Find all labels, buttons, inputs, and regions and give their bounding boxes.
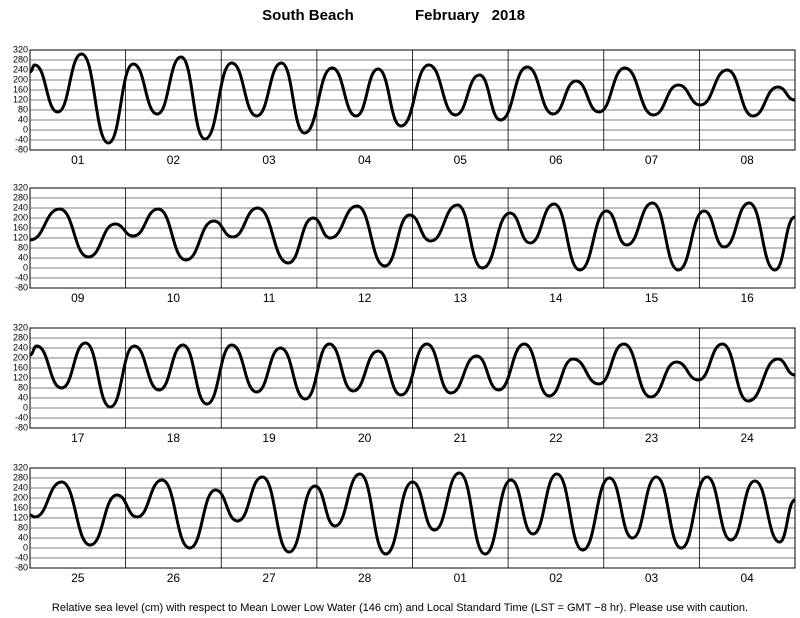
- panel-frame: [29, 327, 796, 429]
- day-label: 09: [71, 291, 85, 305]
- y-tick-label: 160: [13, 222, 28, 232]
- y-tick-label: 80: [18, 104, 28, 114]
- y-tick-label: 0: [23, 542, 28, 552]
- y-tick-label: 160: [13, 362, 28, 372]
- tide-line: [29, 201, 796, 272]
- y-tick-label: 80: [18, 242, 28, 252]
- y-tick-label: 120: [13, 94, 28, 104]
- y-tick-label: -40: [15, 134, 28, 144]
- day-label: 27: [262, 571, 276, 585]
- day-label: 03: [645, 571, 659, 585]
- day-label: 21: [454, 431, 468, 445]
- y-tick-label: -80: [15, 562, 28, 572]
- panel-frame: [29, 467, 796, 569]
- y-tick-label: 280: [13, 192, 28, 202]
- caption: Relative sea level (cm) with respect to …: [52, 602, 748, 614]
- y-tick-label: 200: [13, 212, 28, 222]
- y-tick-label: 320: [13, 462, 28, 472]
- y-tick-label: 160: [13, 84, 28, 94]
- date-title: February 2018: [415, 7, 525, 24]
- day-label: 03: [262, 153, 276, 167]
- y-tick-label: 120: [13, 512, 28, 522]
- day-label: 28: [358, 571, 372, 585]
- y-tick-label: -80: [15, 144, 28, 154]
- y-tick-label: -40: [15, 412, 28, 422]
- day-label: 23: [645, 431, 659, 445]
- day-label: 01: [71, 153, 85, 167]
- day-label: 01: [454, 571, 468, 585]
- y-tick-label: -40: [15, 272, 28, 282]
- day-label: 10: [167, 291, 181, 305]
- day-label: 04: [741, 571, 755, 585]
- y-tick-label: 0: [23, 402, 28, 412]
- location-title: South Beach: [262, 7, 354, 24]
- day-label: 20: [358, 431, 372, 445]
- y-tick-label: 40: [18, 252, 28, 262]
- y-tick-label: 200: [13, 492, 28, 502]
- day-label: 02: [549, 571, 563, 585]
- y-tick-label: 240: [13, 202, 28, 212]
- day-label: 18: [167, 431, 181, 445]
- day-label: 07: [645, 153, 659, 167]
- y-tick-label: 200: [13, 74, 28, 84]
- y-tick-label: 320: [13, 182, 28, 192]
- y-tick-label: 120: [13, 372, 28, 382]
- y-tick-label: 240: [13, 342, 28, 352]
- y-tick-label: 320: [13, 322, 28, 332]
- tide-line: [29, 341, 796, 409]
- tide-line: [29, 471, 796, 556]
- day-label: 08: [741, 153, 755, 167]
- day-label: 19: [262, 431, 276, 445]
- tide-line: [29, 52, 796, 145]
- y-tick-label: 0: [23, 124, 28, 134]
- day-label: 12: [358, 291, 372, 305]
- day-label: 17: [71, 431, 85, 445]
- y-tick-label: 80: [18, 382, 28, 392]
- day-label: 22: [549, 431, 563, 445]
- day-label: 13: [454, 291, 468, 305]
- day-label: 24: [741, 431, 755, 445]
- day-label: 11: [263, 291, 276, 305]
- day-label: 16: [741, 291, 755, 305]
- day-label: 14: [549, 291, 563, 305]
- y-tick-label: 280: [13, 54, 28, 64]
- day-label: 02: [167, 153, 181, 167]
- y-tick-label: 320: [13, 44, 28, 54]
- y-tick-label: 80: [18, 522, 28, 532]
- day-label: 05: [454, 153, 468, 167]
- y-tick-label: 0: [23, 262, 28, 272]
- day-label: 04: [358, 153, 372, 167]
- y-tick-label: -80: [15, 282, 28, 292]
- y-tick-label: 40: [18, 532, 28, 542]
- y-tick-label: 120: [13, 232, 28, 242]
- y-tick-label: 40: [18, 114, 28, 124]
- y-tick-label: 240: [13, 482, 28, 492]
- y-tick-label: 280: [13, 472, 28, 482]
- y-tick-label: -80: [15, 422, 28, 432]
- day-label: 15: [645, 291, 659, 305]
- day-label: 06: [549, 153, 563, 167]
- y-tick-label: 160: [13, 502, 28, 512]
- y-tick-label: 200: [13, 352, 28, 362]
- y-tick-label: 280: [13, 332, 28, 342]
- y-tick-label: -40: [15, 552, 28, 562]
- panel-frame: [29, 187, 796, 289]
- day-label: 25: [71, 571, 85, 585]
- day-label: 26: [167, 571, 181, 585]
- y-tick-label: 240: [13, 64, 28, 74]
- y-tick-label: 40: [18, 392, 28, 402]
